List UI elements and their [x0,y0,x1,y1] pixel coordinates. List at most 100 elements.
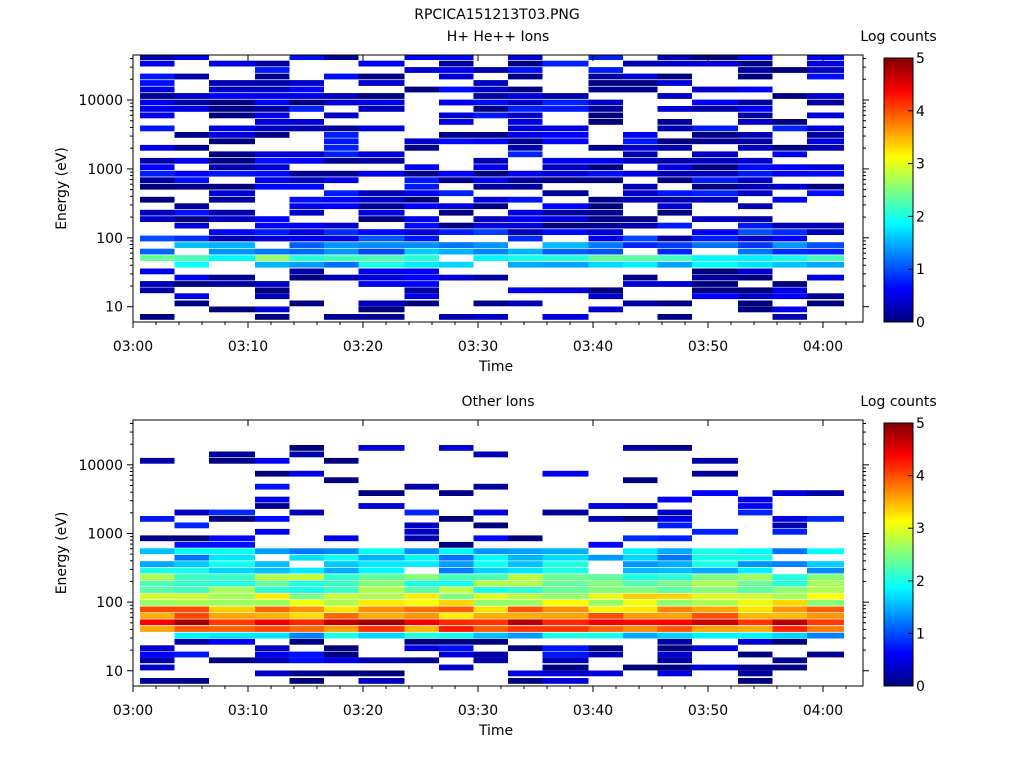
heatmap-cell [508,626,543,632]
heatmap-cell [692,600,738,606]
heatmap-cell [738,293,773,300]
heatmap-cell [692,261,738,268]
heatmap-cell [772,183,807,190]
heatmap-cell [404,638,439,645]
y-tick-label: 10000 [78,93,123,109]
heatmap-cell [209,587,255,593]
heatmap-cell [692,216,738,222]
heatmap-cell [174,626,209,632]
y-tick-label: 10 [105,300,123,316]
heatmap-cell [255,503,290,509]
heatmap-cell [439,55,474,60]
heatmap-cell [657,651,692,658]
heatmap-cell [692,580,738,587]
heatmap-cell [289,593,324,600]
heatmap-cell [542,177,589,184]
heatmap-cell [209,535,255,542]
heatmap-cell [439,274,474,281]
heatmap-cell [174,535,209,542]
heatmap-cell [542,626,589,632]
heatmap-cell [358,261,405,268]
heatmap-cell [289,203,324,210]
heatmap-cell [542,600,589,606]
heatmap-cell [772,606,807,613]
heatmap-cell [623,619,658,626]
heatmap-cell [807,112,844,119]
heatmap-cell [473,574,508,580]
heatmap-cell [404,216,439,222]
heatmap-cell [255,248,290,255]
heatmap-cell [324,632,359,639]
y-tick-label: 10000 [78,458,123,474]
heatmap-cell [255,528,290,535]
heatmap-cell [324,561,359,567]
heatmap-cell [174,678,209,684]
heatmap-cell [542,651,589,658]
x-tick-label: 03:50 [688,339,728,355]
heatmap-cell [657,281,692,287]
heatmap-cell [657,157,692,164]
heatmap-cell [174,580,209,587]
heatmap-cell [255,93,290,99]
heatmap-cell [772,664,807,671]
heatmap-cell [623,561,658,567]
heatmap-cell [657,125,692,132]
heatmap-cell [588,157,623,164]
heatmap-cell [140,86,175,93]
heatmap-cell [657,209,692,216]
heatmap-cell [508,632,543,639]
heatmap-cell [404,483,439,490]
heatmap-cell [255,157,290,164]
heatmap-cell [324,657,359,664]
heatmap-cell [324,73,359,80]
heatmap-cell [209,274,255,281]
heatmap-cell [324,93,359,99]
heatmap-cell [324,157,359,164]
heatmap-cell [657,242,692,248]
heatmap-cell [324,548,359,555]
heatmap-cell [324,613,359,619]
heatmap-cell [473,242,508,248]
heatmap-cell [772,632,807,639]
heatmap-cell [692,293,738,300]
heatmap-cell [772,561,807,567]
heatmap-cell [439,60,474,67]
heatmap-cell [772,222,807,229]
heatmap-cell [772,293,807,300]
heatmap-cell [588,541,623,548]
heatmap-cell [738,274,773,281]
heatmap-cell [473,67,508,73]
heatmap-cell [174,509,209,516]
heatmap-cell [324,606,359,613]
heatmap-cell [588,287,623,294]
heatmap-cell [404,293,439,300]
heatmap-cell [657,554,692,561]
plot-frame [132,54,864,323]
heatmap-cell [588,632,623,639]
heatmap-cell [358,561,405,567]
heatmap-cell [473,99,508,106]
heatmap-cell [692,567,738,574]
heatmap-cell [588,593,623,600]
heatmap-cell [692,268,738,275]
heatmap-cell [404,561,439,567]
heatmap-cell [692,190,738,197]
heatmap-cell [404,580,439,587]
heatmap-cell [255,657,290,664]
heatmap-cell [209,151,255,158]
heatmap-cell [439,548,474,555]
heatmap-cell [623,86,658,93]
heatmap-cell [255,606,290,613]
heatmap-cell [174,522,209,529]
heatmap-cell [473,216,508,222]
heatmap-cell [692,255,738,261]
heatmap-cell [623,60,658,67]
heatmap-cell [174,281,209,287]
heatmap-cell [174,242,209,248]
heatmap-cell [289,209,324,216]
heatmap-cell [657,190,692,197]
heatmap-cell [255,261,290,268]
heatmap-cell [657,606,692,613]
heatmap-cell [508,216,543,222]
heatmap-cell [439,229,474,235]
